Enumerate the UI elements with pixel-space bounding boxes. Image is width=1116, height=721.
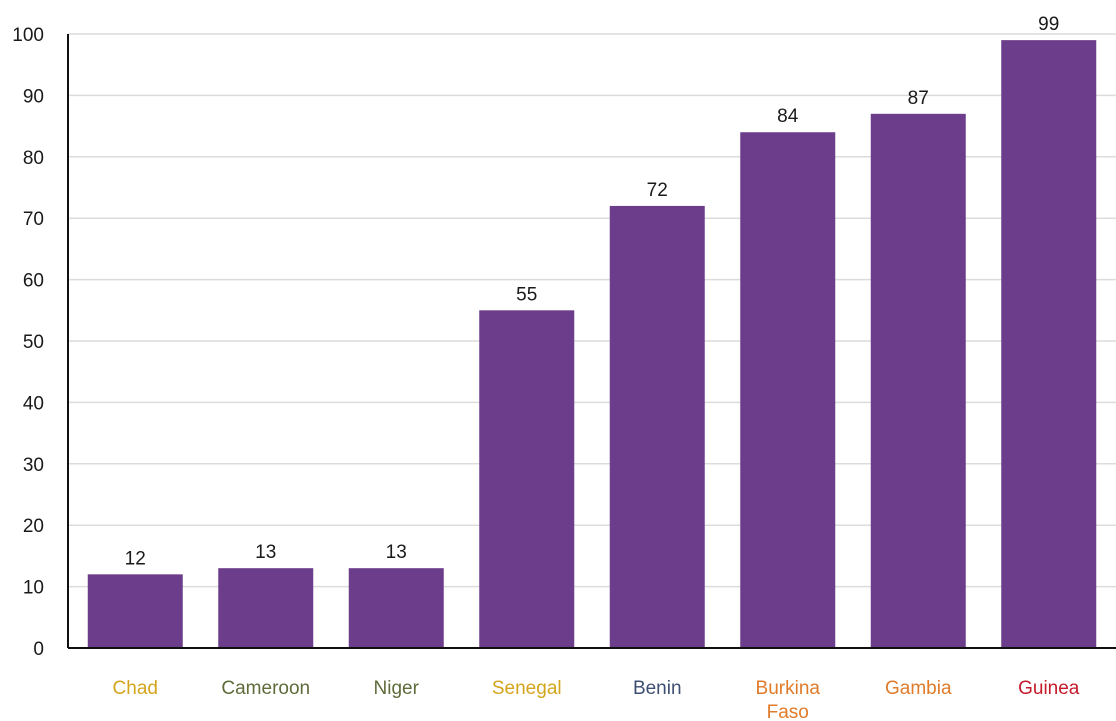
x-category-label: Niger: [374, 678, 420, 699]
bar: [479, 310, 575, 648]
bar: [87, 574, 183, 648]
bar: [218, 568, 314, 648]
y-tick-label: 10: [23, 578, 44, 599]
bar: [348, 568, 444, 648]
x-category-label: Burkina Faso: [756, 678, 821, 721]
x-category-label-line: Burkina: [756, 678, 821, 699]
x-category-label-line: Faso: [767, 702, 809, 721]
labels: 0 10 20 30 40 50 60 70 80 90 100 12 Chad 13 Cameroon 13…: [12, 14, 1080, 721]
bar-value-label: 13: [255, 542, 276, 563]
bar: [1001, 40, 1097, 648]
y-tick-label: 90: [23, 86, 44, 107]
x-category-label-line: Chad: [113, 678, 158, 699]
x-category-label-line: Niger: [374, 678, 420, 699]
bar-value-label: 84: [777, 106, 799, 127]
bar-value-label: 13: [386, 542, 407, 563]
x-category-label-line: Guinea: [1018, 678, 1080, 699]
y-tick-label: 80: [23, 148, 44, 169]
y-tick-label: 100: [12, 25, 44, 46]
y-tick-label: 20: [23, 516, 44, 537]
bar: [870, 113, 966, 648]
x-category-label-line: Gambia: [885, 678, 952, 699]
x-category-label-line: Senegal: [492, 678, 562, 699]
y-tick-label: 60: [23, 271, 44, 292]
x-category-label: Guinea: [1018, 678, 1080, 699]
bar-value-label: 12: [125, 548, 146, 569]
x-category-label: Cameroon: [221, 678, 310, 699]
x-category-label: Senegal: [492, 678, 562, 699]
axes: [67, 34, 1116, 649]
y-tick-label: 0: [33, 639, 44, 660]
bar-value-label: 99: [1038, 14, 1059, 35]
gridlines: [68, 33, 1116, 588]
bar-value-label: 55: [516, 284, 537, 305]
bar: [609, 205, 705, 649]
bars: [87, 40, 1097, 649]
y-tick-label: 40: [23, 393, 44, 414]
y-tick-label: 70: [23, 209, 44, 230]
x-category-label: Chad: [113, 678, 158, 699]
x-category-label-line: Cameroon: [221, 678, 310, 699]
y-tick-label: 50: [23, 332, 44, 353]
bar: [740, 132, 836, 649]
bar-value-label: 87: [908, 88, 929, 109]
x-category-label-line: Benin: [633, 678, 682, 699]
x-category-label: Gambia: [885, 678, 952, 699]
x-category-label: Benin: [633, 678, 682, 699]
bar-value-label: 72: [647, 180, 668, 201]
y-tick-label: 30: [23, 455, 44, 476]
